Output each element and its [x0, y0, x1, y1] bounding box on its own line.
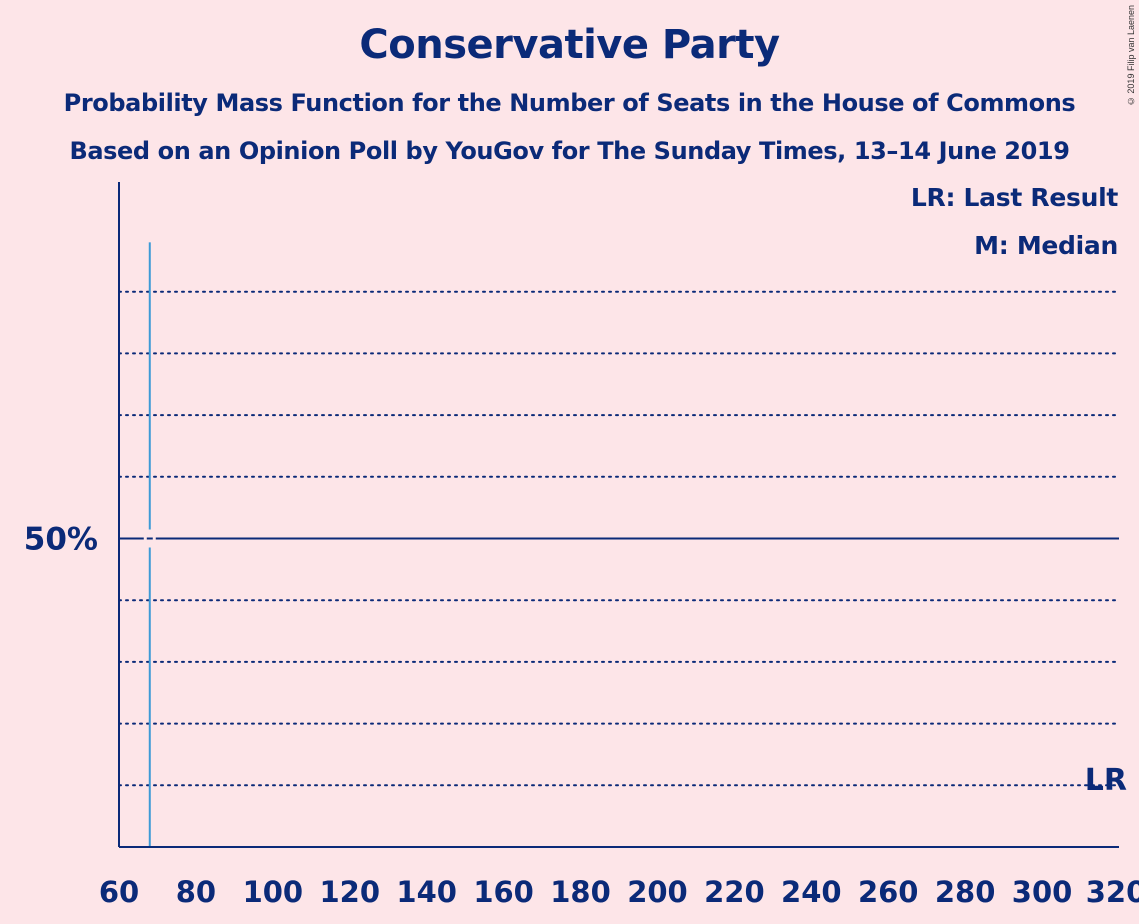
chart-subtitle-1: Probability Mass Function for the Number… — [63, 89, 1076, 117]
y-label-50: 50% — [24, 522, 98, 558]
x-tick-140: 140 — [396, 875, 457, 909]
x-tick-260: 260 — [858, 875, 919, 909]
x-tick-240: 240 — [781, 875, 842, 909]
x-tick-160: 160 — [473, 875, 534, 909]
x-tick-320: 320 — [1086, 875, 1139, 909]
x-tick-300: 300 — [1012, 875, 1073, 909]
legend-last-result: LR: Last Result — [910, 183, 1118, 212]
x-tick-60: 60 — [99, 875, 139, 909]
x-tick-200: 200 — [627, 875, 688, 909]
x-tick-180: 180 — [550, 875, 611, 909]
x-tick-100: 100 — [243, 875, 304, 909]
x-tick-120: 120 — [319, 875, 380, 909]
chart-subtitle-2: Based on an Opinion Poll by YouGov for T… — [69, 137, 1070, 165]
legend-median: M: Median — [974, 231, 1118, 260]
x-tick-220: 220 — [704, 875, 765, 909]
x-tick-80: 80 — [176, 875, 216, 909]
x-tick-280: 280 — [935, 875, 996, 909]
chart-title: Conservative Party — [359, 22, 780, 68]
last-result-label: LR — [1085, 763, 1127, 798]
